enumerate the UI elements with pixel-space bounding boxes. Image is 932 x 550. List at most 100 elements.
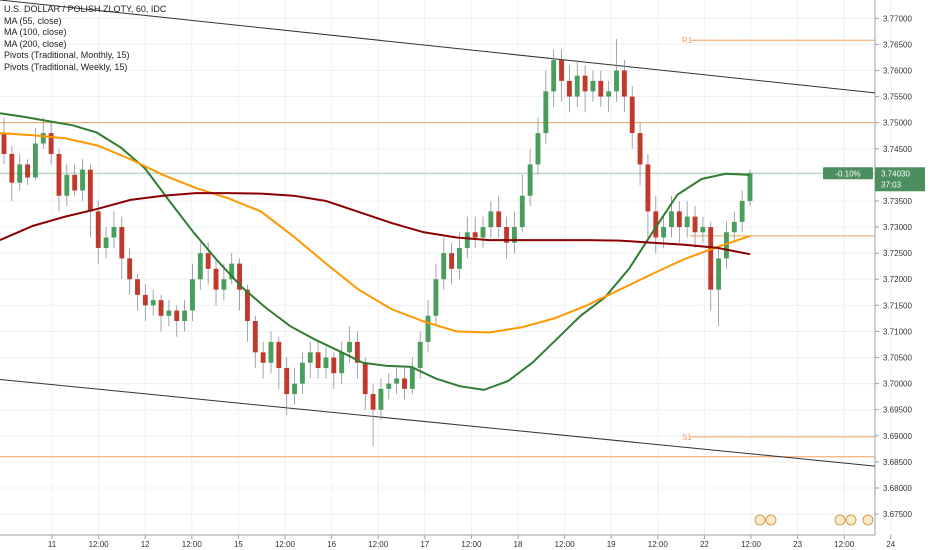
candle xyxy=(174,305,180,337)
candle-body xyxy=(386,383,392,389)
candle-body xyxy=(276,341,282,368)
candle xyxy=(268,331,274,374)
y-tick-label: 3.71500 xyxy=(883,301,912,310)
candle xyxy=(386,373,392,400)
event-icon xyxy=(862,514,874,526)
candle-body xyxy=(409,367,415,389)
candle-body xyxy=(299,362,305,384)
candle-body xyxy=(700,227,706,233)
candle-body xyxy=(64,174,70,196)
candle xyxy=(511,211,517,254)
candle-body xyxy=(252,321,258,353)
candle xyxy=(637,122,643,186)
candle xyxy=(700,216,706,243)
candle xyxy=(441,237,447,290)
candle-body xyxy=(527,164,533,196)
candle xyxy=(25,159,30,186)
candle xyxy=(150,289,156,316)
candle xyxy=(182,300,188,332)
x-tick-label: 12:00 xyxy=(182,540,203,549)
legend-ma200: MA (200, close) xyxy=(4,38,67,49)
x-tick-label: 16 xyxy=(327,540,336,549)
candle xyxy=(394,367,400,395)
candle-body xyxy=(142,294,148,306)
candle xyxy=(527,148,533,207)
candle xyxy=(80,159,85,201)
candle xyxy=(127,247,133,295)
candle-body xyxy=(559,60,564,81)
event-icon xyxy=(765,514,777,526)
event-icon xyxy=(834,514,846,526)
event-icons xyxy=(754,514,874,526)
chart-title: U.S. DOLLAR / POLISH ZLOTY, 60, IDC xyxy=(4,4,167,14)
candle-body xyxy=(574,75,580,97)
candle xyxy=(95,200,101,264)
candle xyxy=(331,352,337,389)
x-tick-label: 22 xyxy=(700,540,709,549)
candle-body xyxy=(260,352,266,363)
candle xyxy=(87,164,93,238)
candle-body xyxy=(32,143,38,178)
candle xyxy=(676,200,682,243)
candle-body xyxy=(315,352,321,368)
y-tick-label: 3.73000 xyxy=(883,223,912,232)
candle xyxy=(645,153,651,238)
x-axis-labels: 11 12:00 12 12:00 15 12:00 16 12:00 17 12:00 18 12:… xyxy=(48,535,896,549)
candle-body xyxy=(402,378,407,389)
candle-body xyxy=(724,232,729,259)
trend-channel xyxy=(0,0,876,467)
candle-body xyxy=(174,310,180,321)
x-tick-label: 12:00 xyxy=(741,540,762,549)
candle xyxy=(598,70,604,107)
price-change-box xyxy=(823,167,873,180)
candle xyxy=(40,117,46,149)
candle xyxy=(190,263,195,321)
y-tick-label: 3.74500 xyxy=(883,145,912,154)
candle-body xyxy=(684,216,690,228)
candle-body xyxy=(716,258,722,290)
candle xyxy=(284,357,290,415)
candle xyxy=(614,39,619,102)
moving-averages xyxy=(0,112,751,391)
candle-body xyxy=(307,352,313,363)
candle xyxy=(716,247,722,327)
x-tick-label: 17 xyxy=(420,540,429,549)
event-icon xyxy=(845,514,857,526)
candle xyxy=(496,195,502,238)
candle-body xyxy=(103,237,109,248)
candle-body xyxy=(598,80,604,97)
candle-body xyxy=(72,174,78,191)
candle xyxy=(582,65,588,113)
candle xyxy=(739,190,745,233)
candle xyxy=(559,49,564,102)
legend-pivots-weekly: Pivots (Traditional, Weekly, 15) xyxy=(4,61,128,72)
candle-body xyxy=(394,378,400,384)
candle-body xyxy=(464,232,470,248)
candle xyxy=(731,211,737,243)
candle-body xyxy=(244,289,250,321)
candle xyxy=(370,383,376,447)
y-tick-label: 3.75000 xyxy=(883,119,912,128)
ma-line xyxy=(0,112,751,391)
x-tick-label: 12:00 xyxy=(275,540,296,549)
y-axis-labels: 3.77000 3.76500 3.76000 3.75500 3.75000 3.745… xyxy=(875,14,912,519)
candle xyxy=(590,70,596,102)
candle xyxy=(354,331,360,379)
candle xyxy=(692,206,698,248)
candle-body xyxy=(205,253,211,269)
candle xyxy=(409,357,415,395)
candle xyxy=(574,60,580,107)
candle xyxy=(244,284,250,342)
y-tick-label: 3.71000 xyxy=(883,327,912,336)
candle xyxy=(221,263,227,301)
y-tick-label: 3.68500 xyxy=(883,458,912,467)
candle xyxy=(119,216,125,280)
pivot-levels: R1 S1 xyxy=(0,36,875,458)
candle-body xyxy=(9,153,15,183)
candle-body xyxy=(190,279,195,311)
candle xyxy=(213,258,219,306)
candle-body xyxy=(339,352,345,374)
candle-body xyxy=(731,221,737,233)
candle-body xyxy=(166,310,172,316)
